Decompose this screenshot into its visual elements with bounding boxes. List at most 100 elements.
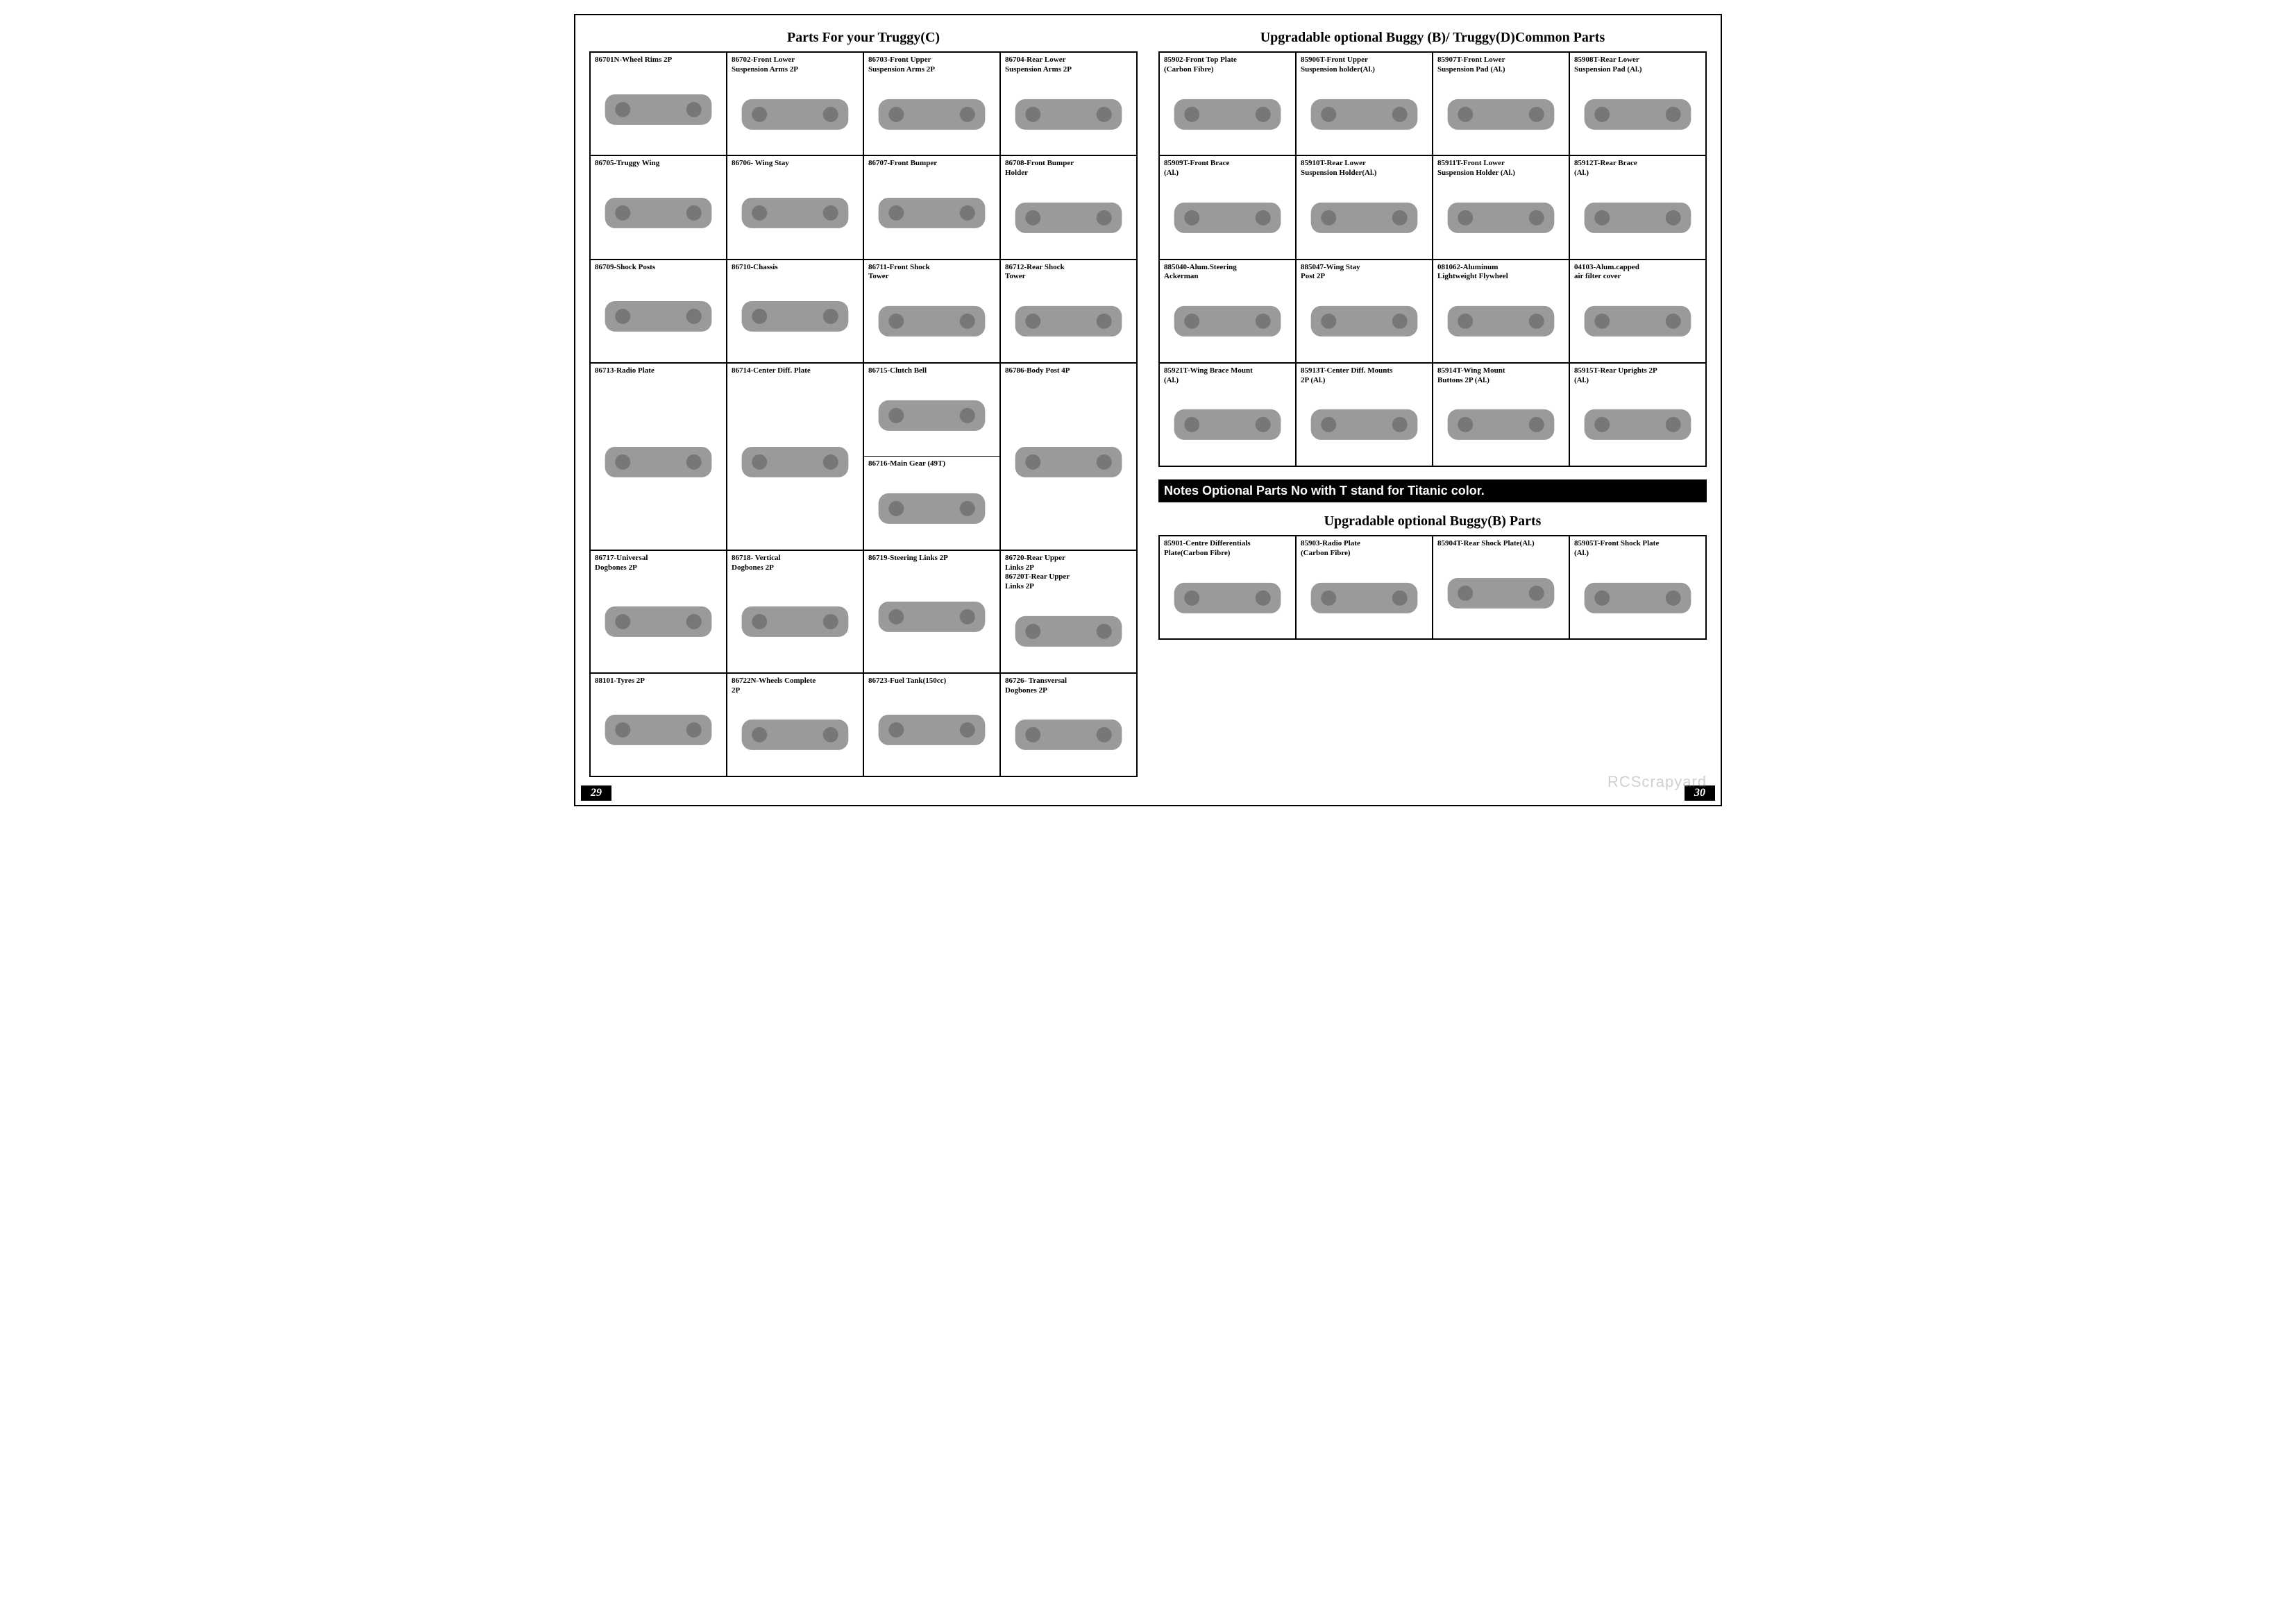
parts-cell: 85906T-Front Upper Suspension holder(Al.… <box>1296 52 1433 155</box>
part-image <box>868 76 995 153</box>
part-label: 86726- Transversal Dogbones 2P <box>1005 677 1132 696</box>
part-image <box>1005 593 1132 670</box>
part-label: 86722N-Wheels Complete 2P <box>732 677 859 696</box>
parts-cell: 86714-Center Diff. Plate <box>727 363 863 550</box>
parts-cell: 885047-Wing Stay Post 2P <box>1296 260 1433 363</box>
right-title-1: Upgradable optional Buggy (B)/ Truggy(D)… <box>1158 30 1707 46</box>
parts-cell: 86718- Vertical Dogbones 2P <box>727 550 863 673</box>
watermark: RCScrapyard <box>1607 773 1707 791</box>
part-label: 86706- Wing Stay <box>732 159 859 169</box>
part-image <box>1005 377 1132 547</box>
parts-cell: 86701N-Wheel Rims 2P <box>590 52 727 155</box>
part-label: 86714-Center Diff. Plate <box>732 366 859 376</box>
parts-cell: 85914T-Wing Mount Buttons 2P (Al.) <box>1433 363 1569 466</box>
part-label: 86716-Main Gear (49T) <box>868 459 995 469</box>
part-image <box>1437 386 1564 463</box>
part-image <box>868 377 995 454</box>
part-label: 85904T-Rear Shock Plate(Al.) <box>1437 539 1564 549</box>
part-label: 85906T-Front Upper Suspension holder(Al.… <box>1301 56 1428 75</box>
part-label: 85921T-Wing Brace Mount (Al.) <box>1164 366 1291 386</box>
parts-cell: 85909T-Front Brace (Al.) <box>1159 155 1296 259</box>
part-label: 885047-Wing Stay Post 2P <box>1301 263 1428 282</box>
part-label: 86703-Front Upper Suspension Arms 2P <box>868 56 995 75</box>
part-label: 85909T-Front Brace (Al.) <box>1164 159 1291 178</box>
parts-cell: 86717-Universal Dogbones 2P <box>590 550 727 673</box>
part-image <box>595 170 722 256</box>
parts-cell: 85910T-Rear Lower Suspension Holder(Al.) <box>1296 155 1433 259</box>
part-image <box>1574 180 1701 256</box>
part-image <box>1574 76 1701 153</box>
part-image <box>1574 560 1701 636</box>
part-label: 86719-Steering Links 2P <box>868 554 995 563</box>
parts-cell: 85901-Centre Differentials Plate(Carbon … <box>1159 536 1296 639</box>
part-label: 885040-Alum.Steering Ackerman <box>1164 263 1291 282</box>
part-image <box>1301 386 1428 463</box>
parts-cell: 86706- Wing Stay <box>727 155 863 259</box>
part-image <box>1301 76 1428 153</box>
part-image <box>1301 560 1428 636</box>
part-image <box>1437 76 1564 153</box>
part-label: 85914T-Wing Mount Buttons 2P (Al.) <box>1437 366 1564 386</box>
part-image <box>1164 180 1291 256</box>
part-image <box>1301 283 1428 359</box>
parts-cell: 86703-Front Upper Suspension Arms 2P <box>863 52 1000 155</box>
part-image <box>1437 180 1564 256</box>
right-grid-1: 85902-Front Top Plate (Carbon Fibre) 8590… <box>1158 51 1707 467</box>
part-image <box>868 283 995 359</box>
parts-cell: 85915T-Rear Uprights 2P (Al.) <box>1569 363 1706 466</box>
part-image <box>732 377 859 547</box>
part-label: 86717-Universal Dogbones 2P <box>595 554 722 573</box>
part-image <box>1437 283 1564 359</box>
parts-cell: 86715-Clutch Bell86716-Main Gear (49T) <box>863 363 1000 550</box>
right-grid-2: 85901-Centre Differentials Plate(Carbon … <box>1158 535 1707 640</box>
parts-cell: 04103-Alum.capped air filter cover <box>1569 260 1706 363</box>
parts-cell: 85912T-Rear Brace (Al.) <box>1569 155 1706 259</box>
part-label: 85908T-Rear Lower Suspension Pad (Al.) <box>1574 56 1701 75</box>
parts-cell: 86723-Fuel Tank(150cc) <box>863 673 1000 776</box>
parts-cell: 85904T-Rear Shock Plate(Al.) <box>1433 536 1569 639</box>
parts-cell: 88101-Tyres 2P <box>590 673 727 776</box>
part-label: 081062-Aluminum Lightweight Flywheel <box>1437 263 1564 282</box>
part-label: 86705-Truggy Wing <box>595 159 722 169</box>
part-label: 86713-Radio Plate <box>595 366 722 376</box>
part-label: 86708-Front Bumper Holder <box>1005 159 1132 178</box>
parts-cell: 85903-Radio Plate (Carbon Fibre) <box>1296 536 1433 639</box>
part-label: 85915T-Rear Uprights 2P (Al.) <box>1574 366 1701 386</box>
part-label: 85902-Front Top Plate (Carbon Fibre) <box>1164 56 1291 75</box>
parts-cell: 86710-Chassis <box>727 260 863 363</box>
part-image <box>595 67 722 153</box>
part-label: 85913T-Center Diff. Mounts 2P (Al.) <box>1301 366 1428 386</box>
part-image <box>732 170 859 256</box>
part-image <box>868 170 995 256</box>
part-image <box>732 76 859 153</box>
part-label: 04103-Alum.capped air filter cover <box>1574 263 1701 282</box>
part-image <box>1005 76 1132 153</box>
page-number-left: 29 <box>581 785 611 801</box>
part-label: 85905T-Front Shock Plate (Al.) <box>1574 539 1701 559</box>
part-label: 86704-Rear Lower Suspension Arms 2P <box>1005 56 1132 75</box>
parts-cell: 85908T-Rear Lower Suspension Pad (Al.) <box>1569 52 1706 155</box>
parts-cell: 86786-Body Post 4P <box>1000 363 1137 550</box>
parts-cell: 86719-Steering Links 2P <box>863 550 1000 673</box>
parts-cell: 081062-Aluminum Lightweight Flywheel <box>1433 260 1569 363</box>
parts-cell: 86708-Front Bumper Holder <box>1000 155 1137 259</box>
part-image <box>1164 76 1291 153</box>
parts-cell: 86707-Front Bumper <box>863 155 1000 259</box>
part-label: 86720-Rear Upper Links 2P 86720T-Rear Up… <box>1005 554 1132 592</box>
part-label: 86709-Shock Posts <box>595 263 722 273</box>
parts-cell: 85905T-Front Shock Plate (Al.) <box>1569 536 1706 639</box>
page-spread: Parts For your Truggy(C) 86701N-Wheel Ri… <box>574 14 1722 806</box>
part-image <box>1005 283 1132 359</box>
part-label: 85901-Centre Differentials Plate(Carbon … <box>1164 539 1291 559</box>
part-image <box>732 574 859 669</box>
part-label: 88101-Tyres 2P <box>595 677 722 686</box>
parts-cell: 86704-Rear Lower Suspension Arms 2P <box>1000 52 1137 155</box>
part-image <box>868 470 995 547</box>
parts-cell: 86709-Shock Posts <box>590 260 727 363</box>
right-title-2: Upgradable optional Buggy(B) Parts <box>1158 513 1707 529</box>
parts-cell: 85913T-Center Diff. Mounts 2P (Al.) <box>1296 363 1433 466</box>
part-label: 86786-Body Post 4P <box>1005 366 1132 376</box>
parts-cell: 86711-Front Shock Tower <box>863 260 1000 363</box>
part-image <box>1164 283 1291 359</box>
part-image <box>732 697 859 773</box>
